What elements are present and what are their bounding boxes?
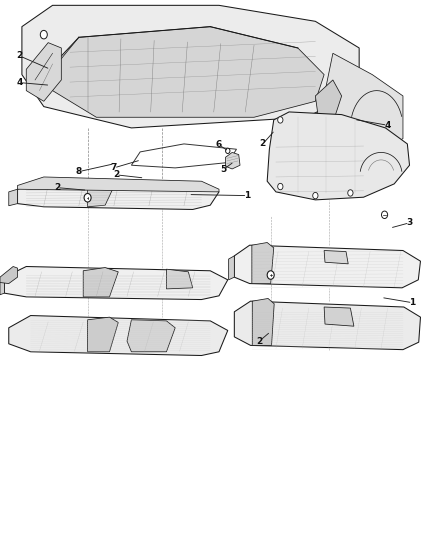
Circle shape (381, 211, 388, 219)
Polygon shape (26, 43, 61, 101)
Polygon shape (234, 301, 420, 350)
Circle shape (313, 192, 318, 199)
Text: 2: 2 (113, 171, 119, 179)
Polygon shape (324, 53, 403, 160)
Circle shape (278, 183, 283, 190)
Text: 2: 2 (260, 140, 266, 148)
Text: 1: 1 (244, 191, 251, 200)
Text: 4: 4 (17, 78, 23, 87)
Circle shape (40, 30, 47, 39)
Polygon shape (18, 177, 219, 192)
Polygon shape (267, 112, 410, 200)
Polygon shape (315, 80, 342, 128)
Polygon shape (324, 307, 354, 326)
Circle shape (278, 117, 283, 123)
Polygon shape (252, 243, 274, 284)
Polygon shape (18, 180, 219, 209)
Polygon shape (22, 5, 359, 128)
Text: 1: 1 (410, 298, 416, 307)
Polygon shape (53, 27, 324, 117)
Polygon shape (166, 269, 193, 289)
Polygon shape (88, 181, 114, 207)
Polygon shape (229, 256, 234, 280)
Polygon shape (9, 189, 18, 206)
Text: 2: 2 (54, 183, 60, 192)
Polygon shape (9, 316, 228, 356)
Text: 7: 7 (111, 164, 117, 172)
Polygon shape (324, 251, 348, 264)
Polygon shape (226, 152, 240, 169)
Circle shape (348, 190, 353, 196)
Circle shape (267, 271, 274, 279)
Text: 5: 5 (220, 165, 226, 174)
Polygon shape (4, 266, 228, 300)
Polygon shape (234, 245, 420, 288)
Circle shape (84, 193, 91, 202)
Text: 8: 8 (76, 167, 82, 176)
Text: 2: 2 (256, 337, 262, 345)
Polygon shape (0, 277, 4, 295)
Circle shape (226, 148, 230, 154)
Text: 2: 2 (17, 52, 23, 60)
Text: 4: 4 (385, 121, 391, 130)
Polygon shape (83, 268, 118, 297)
Polygon shape (0, 266, 18, 284)
Text: 3: 3 (406, 219, 413, 227)
Polygon shape (127, 320, 175, 352)
Polygon shape (88, 317, 118, 352)
Polygon shape (252, 298, 274, 345)
Text: 6: 6 (216, 141, 222, 149)
